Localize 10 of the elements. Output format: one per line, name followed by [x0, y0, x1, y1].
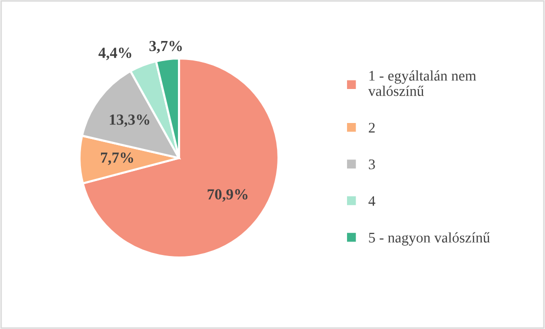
legend-label: 5 - nagyon valószínű: [369, 232, 490, 246]
legend-label: 2: [368, 122, 375, 132]
legend-label: 4: [368, 196, 376, 206]
data-label: 70,9%: [208, 189, 248, 202]
data-label: 7,7%: [101, 152, 134, 166]
data-label: 13,3%: [110, 114, 150, 128]
data-label: 3,7%: [149, 40, 182, 54]
legend-label: 1 - egyáltalán nem valószínű: [368, 70, 476, 96]
data-label: 4,4%: [98, 48, 132, 60]
legend-label: 3: [368, 159, 375, 170]
